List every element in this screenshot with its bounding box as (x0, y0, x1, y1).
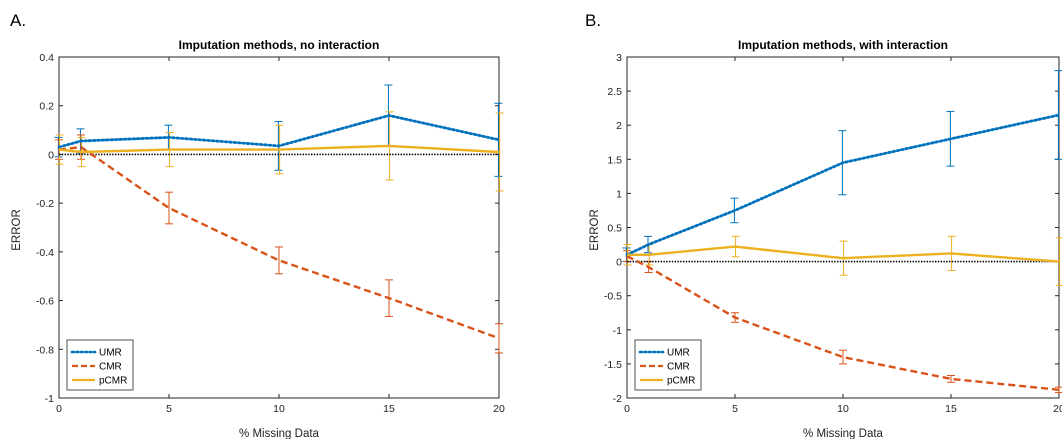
panel-b-xtick-label: 20 (1053, 403, 1062, 415)
legend-label-cmr: CMR (667, 362, 690, 373)
panel-a-ytick-label: -0.6 (36, 296, 54, 308)
panel-b-ytick-label: 1 (616, 188, 622, 200)
panel-b-ticks: 0 5 10 15 20 -2 -1.5 -1 -0.5 0 0.5 1 1.5 2 2.5 3 (604, 52, 1062, 415)
legend-label-pcmr: pCMR (99, 376, 127, 387)
panel-b-legend: UMR CMR pCMR (634, 339, 702, 391)
panel-a-ytick-label: -0.2 (36, 198, 54, 210)
panel-b-ytick-label: 3 (616, 52, 622, 64)
panel-a-legend: UMR CMR pCMR (66, 339, 134, 391)
panel-b-ytick-label: -1.5 (604, 359, 622, 371)
panel-b-xtick-label: 5 (732, 403, 738, 415)
panel-a-letter: A. (10, 11, 26, 30)
panel-a-title: Imputation methods, no interaction (179, 38, 380, 52)
series-line-umr (57, 114, 501, 149)
panel-a-ytick-label: 0 (48, 149, 54, 161)
panel-b-ytick-label: -1 (613, 325, 622, 337)
legend-label-pcmr: pCMR (667, 376, 695, 387)
panel-b-ytick-label: 0 (616, 257, 622, 269)
panel-b-xtick-label: 10 (837, 403, 849, 415)
panel-a-xtick-label: 20 (493, 403, 505, 415)
panel-b-marks (622, 70, 1062, 394)
panel-a-xtick-label: 15 (383, 403, 395, 415)
panel-b-ytick-label: -2 (613, 393, 622, 405)
panel-a-xtick-label: 0 (56, 403, 62, 415)
series-line-umr (625, 113, 1061, 257)
panel-a-marks (54, 84, 504, 354)
legend-label-cmr: CMR (99, 362, 122, 373)
panel-b-title: Imputation methods, with interaction (738, 38, 948, 52)
panel-b-letter: B. (585, 11, 601, 30)
panel-b: B. Imputation methods, with interaction … (585, 11, 1062, 439)
panel-b-xlabel: % Missing Data (803, 428, 883, 439)
panel-b-ylabel: ERROR (589, 209, 601, 251)
panel-a-xlabel: % Missing Data (239, 428, 319, 439)
series-line-cmr (58, 145, 500, 340)
panel-a-xtick-label: 10 (273, 403, 285, 415)
panel-a-ylabel: ERROR (11, 209, 23, 251)
legend-label-umr: UMR (99, 348, 122, 359)
series-line-pcmr (58, 144, 500, 154)
panel-a-ytick-label: -1 (45, 393, 54, 405)
panel-b-ytick-label: 1.5 (607, 154, 622, 166)
panel-a-ytick-label: -0.4 (36, 247, 54, 259)
series-line-pcmr (627, 245, 1060, 263)
panel-a: A. Imputation methods, no interaction % … (10, 11, 505, 439)
panel-b-ytick-label: 2.5 (607, 86, 622, 98)
panel-b-xtick-label: 15 (945, 403, 957, 415)
panel-b-ytick-label: 2 (616, 120, 622, 132)
legend-label-umr: UMR (667, 348, 690, 359)
panel-a-xtick-label: 5 (166, 403, 172, 415)
panel-a-ticks: 0 5 10 15 20 -1 -0.8 -0.6 -0.4 -0.2 0 0.2 0.4 (36, 52, 505, 415)
panel-b-ytick-label: -0.5 (604, 291, 622, 303)
panel-b-xtick-label: 0 (624, 403, 630, 415)
panel-a-ytick-label: 0.2 (39, 101, 54, 113)
panel-a-ytick-label: 0.4 (39, 52, 54, 64)
panel-a-ytick-label: -0.8 (36, 344, 54, 356)
series-line-cmr (626, 255, 1060, 391)
panel-b-ytick-label: 0.5 (607, 223, 622, 235)
